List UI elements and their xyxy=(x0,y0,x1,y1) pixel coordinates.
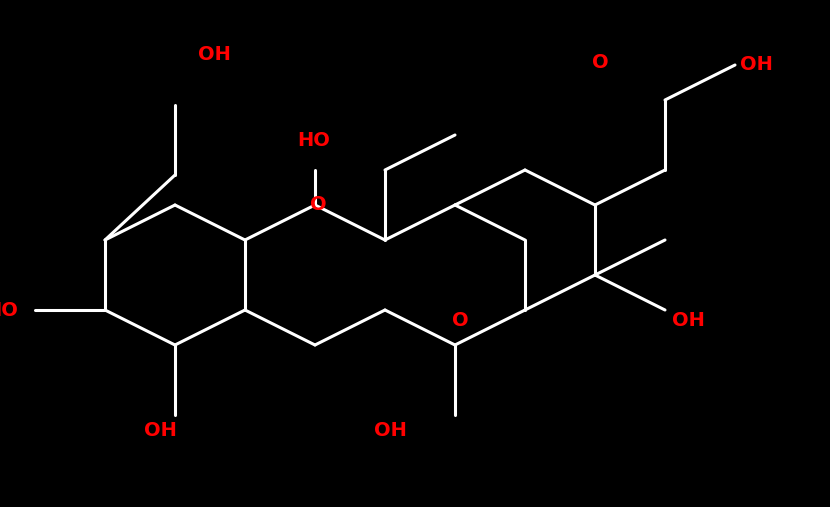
Text: HO: HO xyxy=(0,301,18,319)
Text: OH: OH xyxy=(144,420,177,440)
Text: O: O xyxy=(310,196,326,214)
Text: OH: OH xyxy=(672,310,705,330)
Text: OH: OH xyxy=(740,55,773,75)
Text: O: O xyxy=(592,53,608,71)
Text: OH: OH xyxy=(374,420,407,440)
Text: HO: HO xyxy=(297,130,330,150)
Text: O: O xyxy=(452,310,468,330)
Text: OH: OH xyxy=(198,46,231,64)
